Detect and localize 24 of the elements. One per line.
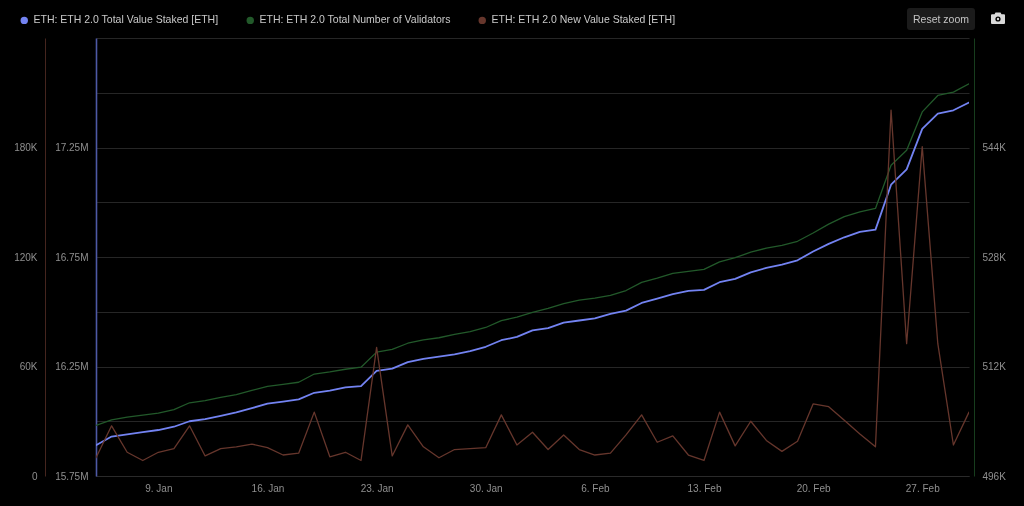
legend-label: ETH: ETH 2.0 Total Value Staked [ETH] — [33, 13, 219, 26]
y-tick-label: 15.75M — [55, 470, 89, 482]
x-tick-label: 23. Jan — [360, 482, 394, 494]
legend-label: ETH: ETH 2.0 Total Number of Validators — [259, 13, 451, 26]
y3-tick-label: 0 — [31, 470, 38, 482]
x-tick-label: 13. Feb — [687, 482, 722, 494]
x-tick-label: 27. Feb — [905, 482, 941, 494]
x-tick-label: 9. Jan — [145, 482, 173, 494]
button: Reset zoom — [906, 8, 975, 30]
x-tick-label: 20. Feb — [796, 482, 831, 494]
y3-tick-label: 180K — [14, 142, 38, 153]
y2-tick-label: 528K — [982, 251, 1007, 263]
x-tick-label: 30. Jan — [469, 482, 503, 494]
y-tick-label: 17.25M — [55, 142, 89, 153]
legend-label: ETH: ETH 2.0 New Value Staked [ETH] — [491, 13, 676, 26]
y3-tick-label: 120K — [14, 251, 38, 263]
x-tick-label: 16. Jan — [251, 482, 285, 494]
y-tick-label: 16.75M — [55, 251, 89, 263]
y3-tick-label: 60K — [19, 361, 38, 372]
y2-tick-label: 512K — [982, 361, 1007, 372]
y-tick-label: 16.25M — [55, 361, 89, 372]
y2-tick-label: 544K — [982, 142, 1007, 153]
y2-tick-label: 496K — [982, 470, 1007, 482]
x-tick-label: 6. Feb — [581, 482, 610, 494]
